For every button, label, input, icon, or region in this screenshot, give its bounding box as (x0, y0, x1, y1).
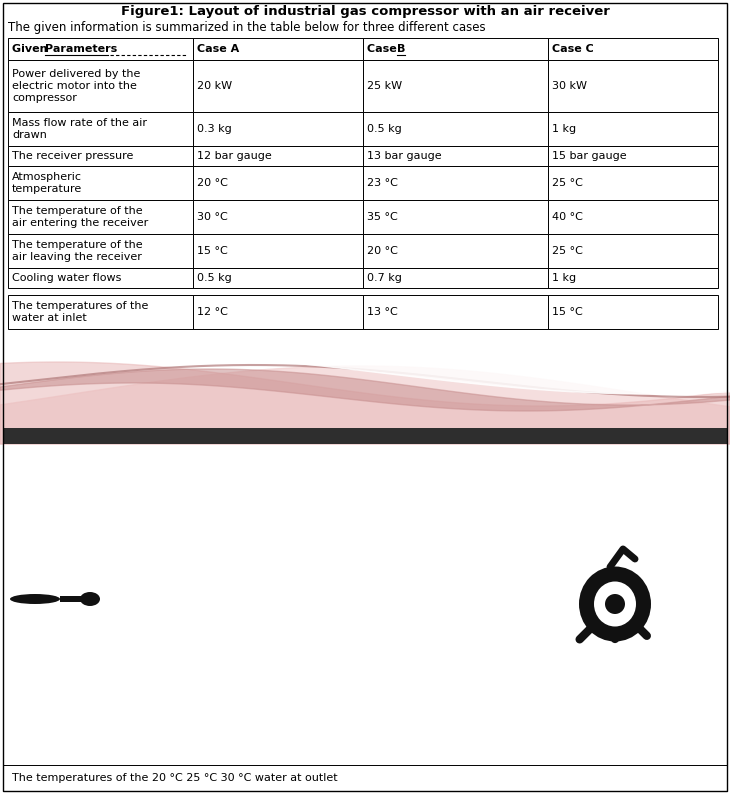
Bar (8, 112, 193, 146)
Bar (8, 166, 193, 200)
Text: 25 kW: 25 kW (367, 81, 402, 91)
Bar (363, 268, 548, 288)
Text: The temperatures of the 20 °C 25 °C 30 °C water at outlet: The temperatures of the 20 °C 25 °C 30 °… (12, 773, 337, 783)
Text: 20 °C: 20 °C (367, 246, 398, 256)
Bar (193, 166, 363, 200)
Bar (548, 38, 718, 60)
Text: Figure1: Layout of industrial gas compressor with an air receiver: Figure1: Layout of industrial gas compre… (120, 5, 610, 18)
Text: B: B (397, 44, 405, 54)
Ellipse shape (605, 594, 625, 614)
Text: 35 °C: 35 °C (367, 212, 398, 222)
Text: 1 kg: 1 kg (552, 273, 576, 283)
Bar (8, 200, 193, 234)
Text: 12 °C: 12 °C (197, 307, 228, 317)
Bar (8, 60, 193, 112)
Text: 1 kg: 1 kg (552, 124, 576, 134)
Text: Case: Case (367, 44, 401, 54)
Text: The temperature of the
air entering the receiver: The temperature of the air entering the … (12, 206, 148, 228)
Text: The temperature of the
air leaving the receiver: The temperature of the air leaving the r… (12, 240, 142, 262)
Bar (193, 268, 363, 288)
Bar (8, 234, 193, 268)
Text: Power delivered by the
electric motor into the
compressor: Power delivered by the electric motor in… (12, 68, 140, 103)
Bar (363, 200, 548, 234)
Bar (193, 234, 363, 268)
Text: Given: Given (12, 44, 51, 54)
Bar (60, 596, 92, 602)
Bar (3, 428, 727, 444)
Bar (548, 295, 718, 329)
Bar (548, 268, 718, 288)
Text: 0.5 kg: 0.5 kg (367, 124, 402, 134)
Text: 40 °C: 40 °C (552, 212, 583, 222)
Text: Mass flow rate of the air
drawn: Mass flow rate of the air drawn (12, 118, 147, 141)
Bar (8, 146, 193, 166)
Bar (548, 166, 718, 200)
Text: 25 °C: 25 °C (552, 178, 583, 188)
Text: 13 bar gauge: 13 bar gauge (367, 151, 442, 161)
Text: 30 °C: 30 °C (197, 212, 228, 222)
Bar (548, 234, 718, 268)
Ellipse shape (579, 566, 651, 642)
Ellipse shape (80, 592, 100, 606)
Text: Case A: Case A (197, 44, 239, 54)
Bar (548, 200, 718, 234)
Bar (363, 234, 548, 268)
Text: The receiver pressure: The receiver pressure (12, 151, 134, 161)
Bar (363, 295, 548, 329)
Bar (3, 765, 727, 791)
Text: 25 °C: 25 °C (552, 246, 583, 256)
Bar (193, 295, 363, 329)
Bar (193, 60, 363, 112)
Text: 20 kW: 20 kW (197, 81, 232, 91)
Text: 0.3 kg: 0.3 kg (197, 124, 231, 134)
Text: Case C: Case C (552, 44, 593, 54)
Ellipse shape (594, 581, 636, 626)
Bar (193, 146, 363, 166)
Bar (548, 112, 718, 146)
Ellipse shape (10, 594, 60, 604)
Text: Parameters: Parameters (45, 44, 118, 54)
Text: Atmospheric
temperature: Atmospheric temperature (12, 172, 82, 195)
Bar (363, 166, 548, 200)
Text: 0.7 kg: 0.7 kg (367, 273, 402, 283)
Text: 12 bar gauge: 12 bar gauge (197, 151, 272, 161)
Text: 13 °C: 13 °C (367, 307, 398, 317)
Bar (363, 38, 548, 60)
Text: 15 °C: 15 °C (197, 246, 228, 256)
Text: 15 °C: 15 °C (552, 307, 583, 317)
Text: 30 kW: 30 kW (552, 81, 587, 91)
Bar (363, 146, 548, 166)
Text: The given information is summarized in the table below for three different cases: The given information is summarized in t… (8, 21, 485, 34)
Bar (8, 295, 193, 329)
Bar (363, 60, 548, 112)
Text: 23 °C: 23 °C (367, 178, 398, 188)
Bar (193, 38, 363, 60)
Text: 20 °C: 20 °C (197, 178, 228, 188)
Bar (3, 334, 727, 444)
Bar (3, 444, 727, 764)
Text: 0.5 kg: 0.5 kg (197, 273, 231, 283)
Bar (8, 268, 193, 288)
Bar (363, 112, 548, 146)
Text: Cooling water flows: Cooling water flows (12, 273, 121, 283)
Bar (8, 38, 193, 60)
Text: 15 bar gauge: 15 bar gauge (552, 151, 626, 161)
Bar (193, 112, 363, 146)
Text: The temperatures of the
water at inlet: The temperatures of the water at inlet (12, 301, 148, 323)
Bar (548, 146, 718, 166)
Bar (193, 200, 363, 234)
Bar (548, 60, 718, 112)
